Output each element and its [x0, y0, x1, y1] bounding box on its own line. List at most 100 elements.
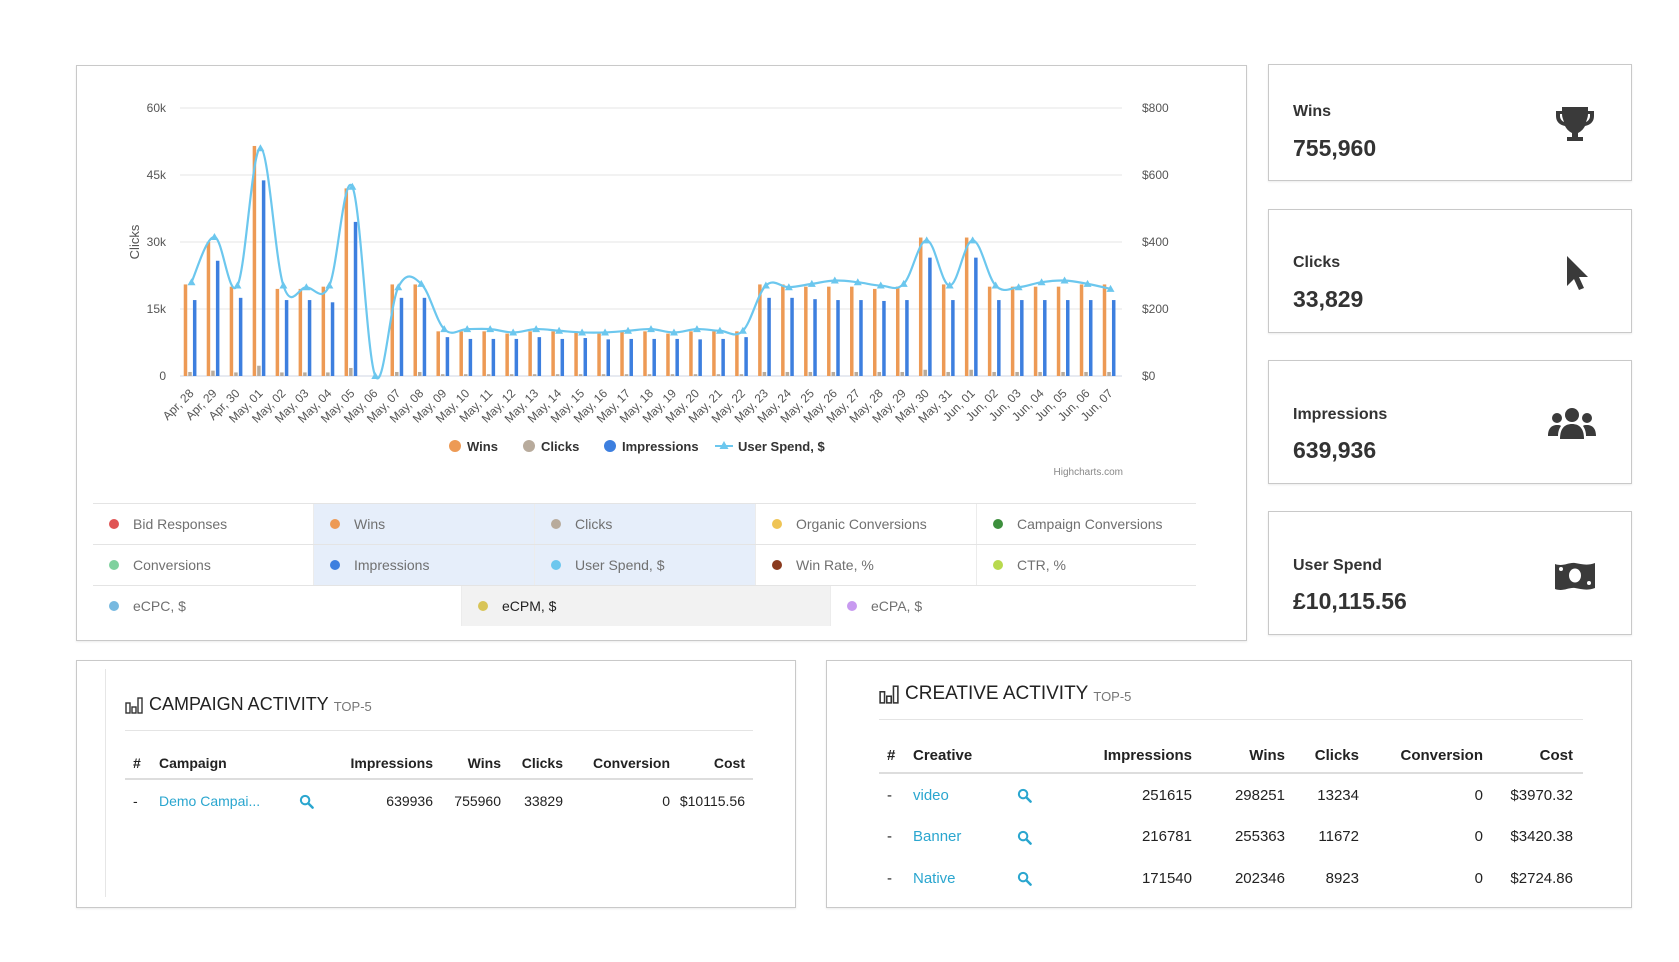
legend-item-clicks[interactable]: Clicks — [523, 439, 579, 454]
bar-wins — [781, 284, 785, 376]
stat-label: User Spend — [1293, 557, 1382, 574]
bar-chart-icon — [879, 685, 899, 704]
bar-wins — [895, 286, 900, 376]
bar-impressions — [767, 297, 771, 376]
bar-clicks — [992, 371, 996, 376]
column-header[interactable]: Clicks — [501, 747, 563, 780]
metric-filter-win-rate[interactable]: Win Rate, % — [756, 545, 977, 585]
line-point-user-spend — [417, 279, 426, 287]
column-header[interactable]: Wins — [1192, 739, 1285, 774]
bar-impressions — [882, 300, 886, 376]
row-number: - — [887, 869, 892, 887]
y-tick-label-right: $200 — [1142, 302, 1169, 316]
bar-clicks — [349, 367, 353, 376]
line-point-user-spend — [647, 325, 655, 333]
legend-label: User Spend, $ — [738, 439, 825, 454]
bar-clicks — [417, 371, 422, 376]
color-dot — [993, 519, 1003, 529]
creative-link[interactable]: Banner — [913, 828, 962, 845]
bar-impressions — [836, 300, 840, 376]
color-dot — [551, 519, 561, 529]
trophy-icon — [1556, 107, 1594, 141]
search-icon[interactable] — [1017, 830, 1032, 845]
line-point-user-spend — [761, 281, 770, 289]
line-point-user-spend — [1083, 279, 1092, 287]
column-header[interactable]: Impressions — [1057, 739, 1192, 774]
color-dot — [772, 560, 782, 570]
bar-impressions — [192, 300, 197, 376]
creative-link[interactable]: Native — [913, 869, 956, 887]
users-icon — [1548, 408, 1596, 439]
legend-item-impressions[interactable]: Impressions — [604, 439, 699, 454]
bar-clicks — [555, 374, 560, 376]
metric-filter-campaign-conversions[interactable]: Campaign Conversions — [977, 504, 1196, 544]
bar-wins — [1102, 284, 1107, 376]
line-point-user-spend — [1106, 284, 1115, 292]
bar-clicks — [463, 374, 468, 376]
bar-clicks — [854, 371, 859, 376]
column-header: # — [125, 747, 159, 780]
bar-clicks — [211, 370, 215, 376]
line-point-user-spend — [1014, 283, 1023, 291]
metric-filter-user-spend[interactable]: User Spend, $ — [535, 545, 756, 585]
legend-label: Clicks — [541, 439, 579, 454]
column-header[interactable]: Cost — [1483, 739, 1583, 774]
cell-cost: $3420.38 — [1510, 828, 1573, 845]
cell-conversion: 0 — [1474, 869, 1483, 887]
legend-item-wins[interactable]: Wins — [449, 439, 498, 454]
metric-filter-conversions[interactable]: Conversions — [93, 545, 314, 585]
metric-filter-impressions[interactable]: Impressions — [314, 545, 535, 585]
bar-wins — [620, 331, 624, 376]
column-header[interactable]: Cost — [670, 747, 753, 780]
legend-symbol — [604, 440, 616, 452]
legend-item-user-spend[interactable]: User Spend, $ — [715, 439, 825, 454]
bar-clicks — [1038, 371, 1042, 376]
search-icon[interactable] — [1017, 871, 1032, 887]
bar-clicks — [1015, 371, 1019, 376]
metric-filter-label: eCPM, $ — [502, 598, 557, 614]
line-point-user-spend — [371, 372, 380, 379]
bar-wins — [850, 286, 854, 376]
chart-credit[interactable]: Highcharts.com — [1054, 467, 1123, 478]
metric-filter-ecpa[interactable]: eCPA, $ — [831, 586, 1196, 626]
metric-filter-ecpm[interactable]: eCPM, $ — [462, 586, 831, 626]
stat-value: 33,829 — [1293, 286, 1364, 312]
color-dot — [330, 560, 340, 570]
campaign-link[interactable]: Demo Campai... — [159, 792, 261, 809]
metric-filter-ecpc[interactable]: eCPC, $ — [93, 586, 462, 626]
bar-wins — [252, 145, 257, 376]
cell-cost: $3970.32 — [1510, 786, 1573, 804]
creative-table: # Creative Impressions Wins Clicks Conve… — [879, 739, 1583, 899]
bar-impressions — [514, 338, 519, 376]
line-point-user-spend — [692, 325, 701, 333]
column-header[interactable]: Clicks — [1285, 739, 1359, 774]
metric-filter-organic-conversions[interactable]: Organic Conversions — [756, 504, 977, 544]
search-icon[interactable] — [299, 794, 314, 809]
table-row: - video 251615 298251 13234 0 $3970.32 — [879, 773, 1583, 816]
metric-filter-bid-responses[interactable]: Bid Responses — [93, 504, 314, 544]
metric-filter-wins[interactable]: Wins — [314, 504, 535, 544]
bar-clicks — [486, 374, 491, 376]
bar-impressions — [1066, 300, 1070, 376]
bar-chart-icon — [125, 696, 143, 714]
color-dot — [551, 560, 561, 570]
column-header[interactable]: Impressions — [339, 747, 433, 780]
bar-clicks — [188, 371, 192, 376]
line-point-user-spend — [669, 328, 678, 336]
metric-filter-ctr[interactable]: CTR, % — [977, 545, 1196, 585]
search-icon[interactable] — [1017, 788, 1032, 804]
column-header[interactable]: Conversion — [1359, 739, 1483, 774]
stat-card-wins: Wins 755,960 — [1268, 64, 1632, 181]
bar-clicks — [693, 374, 698, 376]
bar-impressions — [744, 337, 748, 376]
metric-filter-clicks[interactable]: Clicks — [535, 504, 756, 544]
creative-link[interactable]: video — [913, 786, 949, 804]
column-header[interactable]: Conversion — [563, 747, 670, 780]
cell-cost: $10115.56 — [679, 792, 745, 809]
column-header: Campaign — [159, 747, 299, 780]
column-header[interactable]: Wins — [433, 747, 501, 780]
bar-clicks — [670, 374, 675, 376]
bar-wins — [873, 288, 877, 376]
bar-wins — [482, 331, 486, 376]
table-row: - Native 171540 202346 8923 0 $2724.86 — [879, 857, 1583, 899]
